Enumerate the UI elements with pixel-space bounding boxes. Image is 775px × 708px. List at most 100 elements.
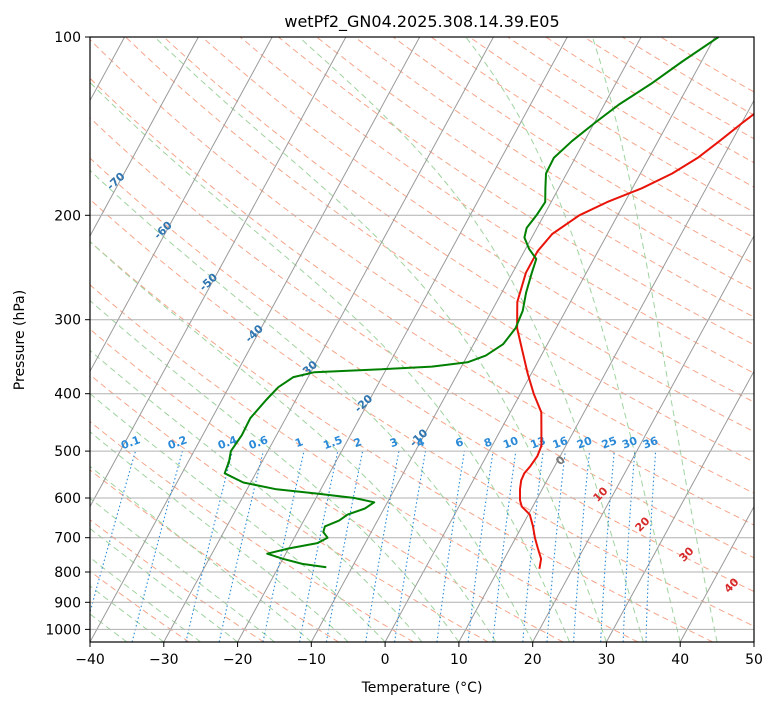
- y-tick-label: 900: [54, 595, 81, 611]
- isotherm-line: [384, 37, 716, 642]
- dry-adiabat-line: [392, 37, 754, 265]
- y-tick-label: 1000: [45, 622, 81, 638]
- dewpoint-profile: [223, 37, 720, 569]
- moist-adiabat-line: [298, 37, 644, 642]
- dry-adiabat-line: [163, 37, 754, 433]
- dry-adiabat-line: [469, 37, 754, 213]
- y-axis-title: Pressure (hPa): [12, 290, 28, 390]
- x-tick-label: 20: [524, 652, 542, 668]
- isotherm-line: [237, 37, 568, 642]
- mixing-ratio-label: 2: [352, 435, 364, 450]
- dry-adiabat-line: [583, 37, 754, 140]
- mixing-ratio-label: 0.2: [166, 433, 189, 452]
- mixing-ratio-label: 1.5: [321, 433, 344, 452]
- x-tick-label: −40: [75, 652, 105, 668]
- mixing-ratio-label: 8: [482, 435, 494, 450]
- isotherm-line: [163, 37, 494, 642]
- isotherm-line: [90, 37, 421, 642]
- isotherm-line: [90, 37, 347, 508]
- moist-adiabat-line: [90, 465, 312, 642]
- dry-adiabat-line: [90, 420, 414, 642]
- mixing-ratio-label: 20: [575, 434, 594, 452]
- y-tick-label: 400: [54, 387, 81, 403]
- mixing-ratio-line: [325, 450, 364, 642]
- isotherm-line: [90, 37, 273, 373]
- dry-adiabat-line: [90, 284, 639, 642]
- mixing-ratio-label: 3: [388, 435, 400, 450]
- mixing-ratio-label: 13: [529, 434, 548, 451]
- moist-adiabat-line: [90, 431, 349, 642]
- x-tick-label: −10: [297, 652, 327, 668]
- y-tick-label: 600: [54, 491, 81, 507]
- dry-adiabat-line: [201, 37, 754, 403]
- dry-adiabat-line: [90, 117, 754, 559]
- mixing-ratio-label: 0.1: [119, 433, 142, 452]
- x-axis-title: Temperature (°C): [361, 680, 483, 696]
- mixing-ratio-label: 36: [641, 434, 660, 452]
- y-tick-label: 100: [54, 30, 81, 46]
- dry-adiabat-line: [90, 198, 754, 627]
- mixing-ratio-label: 4: [415, 435, 427, 450]
- moist-adiabat-line: [90, 81, 571, 642]
- dry-adiabat-line: [90, 77, 754, 526]
- mixing-ratio-label: 30: [620, 434, 639, 452]
- isotherm-line: [679, 505, 754, 642]
- mixing-ratio-line: [467, 451, 494, 642]
- dry-adiabat-line: [507, 37, 754, 188]
- chart-title: wetPf2_GN04.2025.308.14.39.E05: [284, 12, 559, 32]
- x-axis: −40 −30 −20 −10 0 10 20 30 40 50: [75, 642, 763, 668]
- moist-adiabat-line: [90, 527, 238, 642]
- mixing-ratio-line: [365, 450, 400, 642]
- isotherms: [90, 37, 754, 642]
- mixing-ratio-line: [436, 451, 465, 642]
- isotherm-line: [458, 99, 754, 642]
- temperature-profile: [516, 112, 754, 569]
- mixing-ratio-label: 1: [293, 435, 305, 450]
- y-tick-label: 700: [54, 531, 81, 547]
- mixing-ratio-line: [131, 450, 183, 642]
- x-tick-label: −20: [223, 652, 253, 668]
- mixing-ratio-label: 25: [600, 434, 619, 451]
- mixing-ratio-line: [262, 450, 305, 642]
- dry-adiabat-line: [90, 157, 754, 593]
- x-tick-label: 10: [450, 652, 468, 668]
- y-tick-label: 300: [54, 313, 81, 329]
- x-tick-label: 0: [381, 652, 390, 668]
- mixing-ratio-line: [394, 451, 427, 642]
- mixing-ratio-label: 0.6: [247, 433, 270, 452]
- x-tick-label: 50: [745, 652, 763, 668]
- plot-area: -100-90-80-70-60-50-40-30-20-100.10.20.4…: [90, 37, 754, 642]
- dry-adiabat-line: [431, 37, 754, 239]
- y-tick-label: 500: [54, 444, 81, 460]
- moist-adiabat-line: [154, 37, 607, 642]
- plot-frame: [89, 36, 755, 643]
- moist-adiabat-line: [592, 37, 718, 642]
- mixing-ratio-label: 16: [551, 434, 570, 452]
- y-axis: 100 200 300 400 500 600 700 800 900 1000: [45, 30, 90, 638]
- isotherm-line: [90, 37, 199, 237]
- moist-adiabat-line: [90, 169, 534, 642]
- x-tick-label: 40: [671, 652, 689, 668]
- moist-adiabat-line: [465, 37, 681, 642]
- x-tick-label: −30: [149, 652, 179, 668]
- moist-adiabats: [90, 37, 718, 642]
- moist-adiabat-line: [90, 241, 497, 642]
- isotherm-line: [605, 370, 754, 642]
- mixing-ratio-label: 10: [501, 434, 520, 452]
- mixing-ratio-label: 6: [454, 435, 466, 450]
- moist-adiabat-line: [90, 497, 275, 642]
- dry-adiabat-line: [545, 37, 754, 164]
- isotherm-line: [310, 37, 642, 642]
- moist-adiabat-line: [90, 349, 423, 642]
- y-tick-label: 200: [54, 208, 81, 224]
- x-tick-label: 30: [597, 652, 615, 668]
- isotherm-line: [532, 234, 754, 642]
- mixing-ratio-lines: [90, 450, 657, 642]
- mixing-ratio-line: [492, 451, 517, 642]
- mixing-ratio-line: [185, 450, 234, 642]
- mixing-ratio-line: [299, 450, 339, 642]
- moist-adiabat-line: [90, 299, 460, 642]
- dry-adiabat-line: [125, 37, 754, 463]
- mixing-ratio-line: [218, 450, 264, 642]
